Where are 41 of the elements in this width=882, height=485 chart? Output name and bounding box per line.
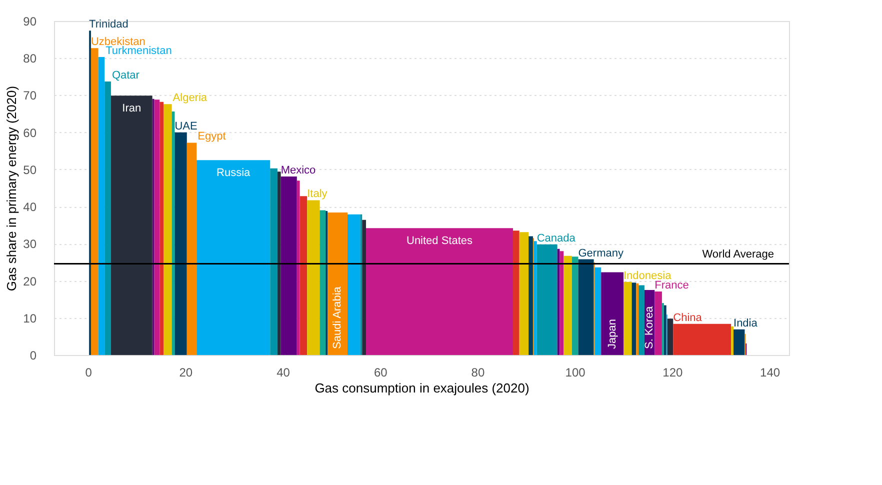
series-label: Saudi Arabia bbox=[332, 286, 344, 349]
series-label: India bbox=[734, 317, 758, 330]
series-label: Russia bbox=[216, 167, 252, 180]
x-tick-label: 100 bbox=[565, 366, 586, 380]
x-tick-label: 140 bbox=[760, 366, 780, 380]
y-tick-label: 10 bbox=[23, 311, 37, 326]
series-label: UAE bbox=[174, 120, 198, 132]
series-label: Turkmenistan bbox=[106, 45, 172, 57]
y-tick-label: 0 bbox=[30, 348, 37, 362]
x-tick-label: 40 bbox=[276, 366, 290, 380]
x-tick-label: 0 bbox=[85, 366, 92, 380]
y-tick-label: 30 bbox=[23, 237, 37, 252]
series-label: Iran bbox=[122, 102, 142, 115]
y-tick-label: 70 bbox=[23, 88, 37, 103]
series-label: France bbox=[654, 280, 689, 292]
y-tick-label: 90 bbox=[23, 14, 37, 28]
series-label: Algeria bbox=[172, 92, 208, 104]
ref-line-label: World Average bbox=[702, 248, 774, 261]
series-label: Trinidad bbox=[89, 18, 128, 31]
series-label: Japan bbox=[606, 319, 618, 349]
series-label: Italy bbox=[307, 188, 328, 200]
y-tick-label: 50 bbox=[23, 162, 37, 177]
series-label: Mexico bbox=[280, 164, 316, 176]
series-label: Indonesia bbox=[624, 270, 672, 282]
y-tick-label: 40 bbox=[23, 200, 37, 214]
y-tick-label: 80 bbox=[23, 52, 37, 66]
series-label: S. Korea bbox=[644, 305, 656, 349]
series-label: United States bbox=[406, 235, 474, 248]
y-axis-title: Gas share in primary energy (2020) bbox=[4, 86, 20, 292]
x-tick-label: 20 bbox=[179, 366, 193, 380]
x-tick-label: 120 bbox=[662, 366, 684, 380]
series-label: Qatar bbox=[112, 69, 140, 82]
x-tick-label: 80 bbox=[471, 366, 485, 380]
series-label: Canada bbox=[536, 232, 576, 244]
series-label: Germany bbox=[578, 247, 624, 260]
series-label: China bbox=[673, 312, 703, 324]
y-tick-label: 20 bbox=[23, 274, 37, 288]
x-axis-title: Gas consumption in exajoules (2020) bbox=[314, 380, 530, 396]
y-tick-label: 60 bbox=[23, 126, 37, 140]
series-label: Egypt bbox=[198, 130, 226, 143]
x-tick-label: 60 bbox=[374, 366, 388, 380]
